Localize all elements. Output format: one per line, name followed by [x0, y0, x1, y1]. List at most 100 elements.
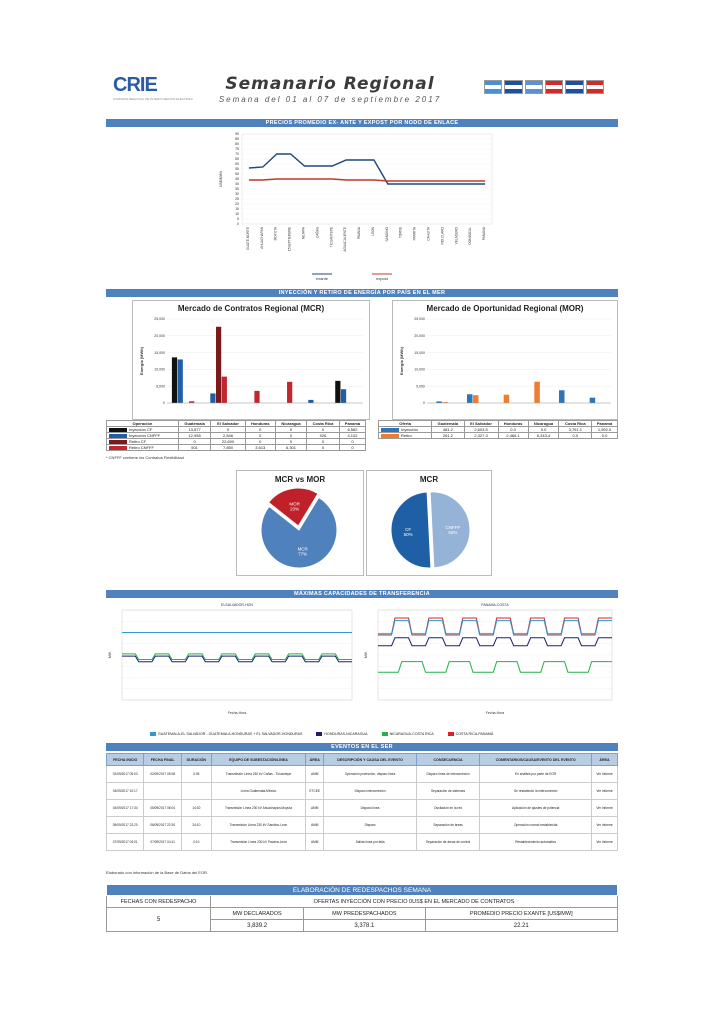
price-ytick: 70	[235, 152, 239, 156]
mor-ytick: 20,000	[414, 334, 425, 338]
price-ytick: 15	[235, 207, 239, 211]
events-cell: AMM	[305, 765, 325, 783]
legend-label: COSTA RICA-PANAMÁ	[455, 732, 494, 736]
events-cell: 14:30	[180, 799, 212, 817]
events-cell: Ver informe	[590, 816, 619, 834]
pie2-slice	[390, 491, 432, 569]
price-ytick: 90	[235, 132, 239, 136]
mor-ytick: 0	[423, 401, 425, 405]
events-header-cell: EQUIPO DE SUBESTACIÓN/LÍNEA	[210, 753, 307, 766]
mor-ytick: 5,000	[416, 384, 425, 388]
flag-5	[585, 80, 604, 94]
pie1-slice	[260, 496, 338, 569]
mor-bar	[436, 401, 442, 403]
pie1-slice-pct: 23%	[290, 506, 299, 511]
events-cell: Aplicación de ajustes de potencia	[479, 799, 592, 817]
transfer-right-svg: PANAMA-COSTA MW Fecha-Hora	[364, 603, 613, 715]
mcr-ytick: 20,000	[154, 334, 165, 338]
transfer-series	[122, 653, 352, 660]
legend-swatch	[150, 732, 156, 736]
mcr-ytick: 15,000	[154, 351, 165, 355]
mcr-table: Operación Guatemala El Salvador Honduras Nic…	[106, 420, 367, 451]
section-prices-header: PRECIOS PROMEDIO EX- ANTE Y EXPOST POR N…	[106, 119, 618, 127]
events-row: 07/09/2017 04:01 07/09/2017 04:11 0:10 Tran…	[105, 833, 619, 851]
price-ytick: 40	[235, 182, 239, 186]
price-xtick: VELADERO	[454, 226, 458, 244]
logo-subtext: COMISION REGIONAL DE INTERCONEXION ELECT…	[113, 97, 193, 101]
crie-logo: CRIE COMISION REGIONAL DE INTERCONEXION …	[113, 74, 193, 101]
mcr-cell: 0	[306, 444, 340, 451]
pie2-slice-label: CNFFF	[445, 525, 460, 530]
mor-row: Inyección 481.2 2,603.5 0.0 0.0 3,791.1 1,592.…	[377, 426, 618, 433]
transfer-left-svg: ELSALVADOR-HON MW Fecha-Hora	[108, 603, 353, 715]
price-ytick: 50	[235, 172, 239, 176]
price-xtick: LEON	[371, 226, 375, 235]
events-cell: 0:05	[180, 765, 212, 783]
price-legend-label: expost	[376, 276, 389, 281]
price-ytick: 0	[237, 222, 239, 226]
price-ytick: 25	[235, 197, 239, 201]
mor-bar	[503, 394, 510, 403]
mor-chart-title: Mercado de Oportunidad Regional (MOR)	[426, 304, 584, 313]
events-cell: Se restableció la interconexión	[479, 782, 592, 800]
events-cell: Ver informe	[590, 765, 619, 783]
flag-0	[484, 80, 503, 94]
events-cell: Separación de áreas	[415, 816, 481, 834]
events-cell: Transmisión Línea 230 kV Sandino-Leon	[210, 816, 307, 834]
mcr-cell: 7,850	[210, 444, 246, 451]
events-cell: Separación de sistemas	[415, 782, 481, 800]
pie-mcr-panel: MCR CNFFF 50% CF 50%	[366, 470, 492, 576]
price-xtick: AHUACHAPAN	[260, 226, 264, 249]
mcr-bar	[254, 390, 260, 403]
events-cell: Disparo línea	[323, 799, 417, 817]
flag-1	[504, 80, 523, 94]
legend-label: NICARAGUA-COSTA RICA	[389, 732, 434, 736]
price-ytick: 75	[235, 147, 239, 151]
mor-bar	[473, 395, 479, 403]
events-cell: AMM	[305, 833, 325, 851]
mor-bar	[467, 394, 473, 403]
events-cell: Operación protección, disparo línea	[323, 765, 417, 783]
transfer-legend-item: HONDURAS-NICARAGUA	[316, 730, 368, 738]
events-cell: Transmisión Línea 230 kV Ahuachapán-Moyu…	[210, 799, 307, 817]
redespacho-val-declarados: 3,839.2	[209, 919, 305, 932]
price-xtick: SANDINO	[385, 226, 389, 241]
events-cell: AMM	[305, 816, 325, 834]
mor-bar	[534, 381, 540, 403]
mcr-bar	[216, 326, 222, 403]
flag-3	[544, 80, 564, 94]
mcr-row: Inyección CNFFF 12,958 2,846 0 0 926 4,102	[106, 432, 367, 439]
events-note: Elaborado con información de la Base de …	[106, 870, 209, 875]
price-xtick: AGUACALIENTE	[343, 227, 347, 252]
events-row: 02/09/2017 05:03 02/09/2017 05:08 0:05 Tran…	[105, 765, 619, 783]
mor-cell: 261.2	[431, 432, 465, 439]
transfer-chart-title: PANAMA-COSTA	[481, 603, 509, 607]
mcr-ytick: 25,000	[154, 317, 165, 321]
events-cell: 07/09/2017 04:01	[105, 833, 145, 851]
section-energy-header: INYECCIÓN Y RETIRO DE ENERGÍA POR PAÍS E…	[106, 289, 618, 297]
redespacho-val-precio: 22.21	[424, 919, 619, 932]
mor-bar	[442, 402, 448, 403]
mcr-row: Retiro CNFFF 501 7,850 3,613 6,301 0 0	[106, 444, 367, 451]
events-cell	[180, 782, 212, 800]
transfer-right-chart: PANAMA-COSTA MW Fecha-Hora	[362, 600, 618, 724]
mor-table: Oferta Guatemala El Salvador Honduras Nicara…	[377, 420, 618, 439]
pie1-slice	[267, 487, 319, 527]
events-header-cell: DURACIÓN	[180, 753, 212, 766]
page-title: Semanario Regional	[225, 74, 435, 94]
legend-swatch	[381, 732, 388, 736]
events-cell: 05/09/2017 22:20	[105, 816, 145, 834]
mcr-cell: 0	[338, 444, 367, 451]
events-cell: 24:10	[180, 816, 212, 834]
logo-text: CRIE	[113, 74, 158, 96]
mor-cell: 0.0	[591, 432, 618, 439]
legend-swatch	[316, 732, 323, 736]
price-xtick: 15SEPTIEMBRE	[288, 227, 292, 251]
mcr-cell: 6,301	[274, 444, 308, 451]
pie2-slice-label: CF	[405, 527, 411, 532]
price-ytick: 5	[237, 217, 239, 221]
price-xtick: CAHUITA	[427, 226, 431, 241]
events-row: 04/09/2017 10:17 Línea Guatemala-México ET…	[105, 782, 619, 800]
mcr-ytick: 0	[163, 401, 165, 405]
